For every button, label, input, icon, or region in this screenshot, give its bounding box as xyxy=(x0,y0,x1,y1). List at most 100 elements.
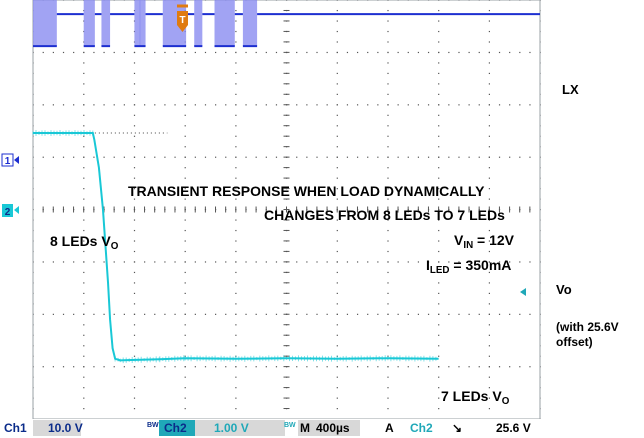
readout-acquire-mode[interactable]: A xyxy=(385,421,394,435)
grid-dot xyxy=(215,104,217,106)
readout-ch1-scale[interactable]: 10.0 V xyxy=(48,421,83,435)
grid-dot xyxy=(133,355,136,357)
grid-dot xyxy=(215,366,217,368)
grid-dot xyxy=(346,156,349,158)
grid-dot xyxy=(83,303,85,305)
grid-dot xyxy=(316,366,318,368)
vin-sub: IN xyxy=(463,240,474,251)
grid-dot xyxy=(133,62,136,64)
grid-dot xyxy=(427,261,430,263)
grid-dot xyxy=(133,156,136,158)
ch2-ground-marker[interactable]: 2 xyxy=(2,204,19,218)
grid-dot xyxy=(387,167,389,169)
grid-dot xyxy=(427,156,430,158)
grid-dot xyxy=(336,9,338,12)
grid-dot xyxy=(316,104,318,106)
grid-dot xyxy=(144,156,146,158)
readout-trigger-source[interactable]: Ch2 xyxy=(410,421,433,435)
grid-dot xyxy=(275,156,278,158)
grid-dot xyxy=(438,240,440,242)
grid-dot xyxy=(468,366,470,368)
grid-dot xyxy=(326,366,328,368)
readout-ch2-scale[interactable]: 1.00 V xyxy=(214,421,249,435)
readout-timebase-label[interactable]: M xyxy=(300,421,310,435)
grid-dot xyxy=(144,366,146,368)
grid-dot xyxy=(73,313,75,315)
grid-dot xyxy=(356,104,359,106)
grid-dot xyxy=(387,198,389,200)
grid-dot xyxy=(438,292,440,294)
grid-dot xyxy=(83,62,85,64)
grid-dot xyxy=(42,104,44,106)
readout-trigger-level[interactable]: 25.6 V xyxy=(496,421,531,435)
grid-dot xyxy=(62,156,65,158)
grid-dot xyxy=(397,156,399,158)
led8-main: 8 LEDs V xyxy=(50,233,111,249)
grid-dot xyxy=(62,366,65,368)
grid-dot xyxy=(204,313,207,315)
grid-dot xyxy=(42,261,44,263)
grid-dot xyxy=(133,397,136,399)
readout-timebase-scale[interactable]: 400µs xyxy=(316,421,350,435)
grid-dot xyxy=(83,324,85,326)
grid-dot xyxy=(83,72,85,75)
grid-dot xyxy=(316,261,318,263)
grid-dot xyxy=(133,72,136,75)
grid-dot xyxy=(468,156,470,158)
grid-dot xyxy=(336,62,338,64)
grid-dot xyxy=(417,313,420,315)
grid-dot xyxy=(133,167,136,169)
grid-dot xyxy=(438,303,440,305)
trigger-position-marker[interactable]: T xyxy=(177,4,188,32)
grid-dot xyxy=(387,135,389,137)
grid-dot xyxy=(133,104,136,106)
grid-dot xyxy=(184,72,186,75)
grid-dot xyxy=(468,51,470,54)
readout-trigger-slope-icon[interactable]: ↘ xyxy=(452,421,463,435)
readout-ch1-label[interactable]: Ch1 xyxy=(4,421,27,435)
ch2-level-arrow xyxy=(520,288,526,296)
grid-dot xyxy=(194,313,196,315)
grid-dot xyxy=(438,156,440,158)
grid-dot xyxy=(184,156,186,158)
grid-dot xyxy=(83,376,85,378)
grid-dot xyxy=(438,334,440,336)
grid-dot xyxy=(488,156,490,158)
grid-dot xyxy=(438,366,440,368)
grid-dot xyxy=(245,313,247,315)
grid-dot xyxy=(438,282,440,284)
grid-dot xyxy=(133,271,136,274)
grid-dot xyxy=(103,104,105,106)
readout-ch2-label[interactable]: Ch2 xyxy=(164,421,187,435)
grid-dot xyxy=(387,114,389,116)
grid-dot xyxy=(184,135,186,137)
grid-dot xyxy=(52,51,54,54)
grid-dot xyxy=(42,156,44,158)
grid-dot xyxy=(387,219,389,221)
grid-dot xyxy=(346,51,349,54)
grid-dot xyxy=(387,366,389,368)
grid-dot xyxy=(458,366,460,368)
ch1-scale-box xyxy=(33,420,81,436)
grid-dot xyxy=(478,156,480,158)
grid-dot xyxy=(245,366,247,368)
ch1-ground-marker[interactable]: 1 xyxy=(1,153,19,167)
grid-dot xyxy=(397,261,399,263)
grid-dot xyxy=(387,188,389,190)
grid-dot xyxy=(336,324,338,326)
grid-dot xyxy=(387,20,389,22)
grid-dot xyxy=(488,334,490,336)
trigger-marker-label: T xyxy=(179,15,185,26)
grid-dot xyxy=(133,366,136,368)
grid-dot xyxy=(509,51,511,54)
grid-dot xyxy=(164,366,166,368)
grid-dot xyxy=(336,408,338,410)
grid-dot xyxy=(468,261,470,263)
grid-dot xyxy=(194,261,196,263)
grid-dot xyxy=(184,387,186,389)
grid-dot xyxy=(164,313,166,315)
ch1-switching-burst-5 xyxy=(139,0,146,47)
vin-main: V xyxy=(454,232,464,248)
grid-dot xyxy=(448,313,450,315)
grid-dot xyxy=(204,51,207,54)
